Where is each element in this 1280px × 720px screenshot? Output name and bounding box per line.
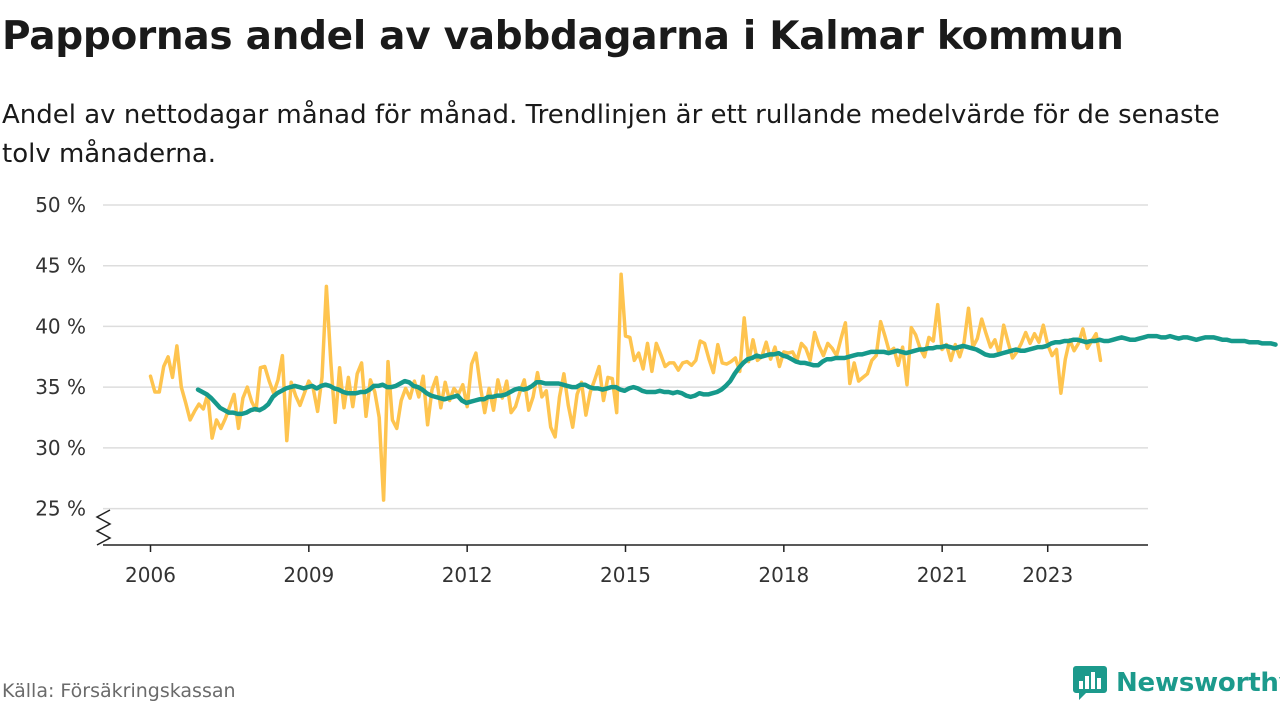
x-tick-label: 2021 [917, 563, 968, 587]
x-tick-label: 2006 [125, 563, 176, 587]
x-tick-label: 2012 [442, 563, 493, 587]
x-tick-label: 2023 [1022, 563, 1073, 587]
newsworthy-logo-icon [1073, 666, 1107, 700]
y-tick-label: 45 % [35, 254, 86, 278]
y-tick-label: 25 % [35, 497, 86, 521]
y-tick-label: 40 % [35, 314, 86, 338]
x-axis-tick-labels: 2006 2009 2012 2015 2018 2021 2023 [125, 563, 1073, 587]
brand-logo: Newsworthy [1072, 664, 1280, 702]
chart-title: Pappornas andel av vabbdagarna i Kalmar … [2, 14, 1124, 59]
y-tick-label: 30 % [35, 436, 86, 460]
y-axis-tick-labels: 25 % 30 % 35 % 40 % 45 % 50 % [35, 193, 86, 521]
series-line-trend [195, 333, 1278, 417]
x-tick-label: 2018 [758, 563, 809, 587]
series-line-monthly [148, 272, 1103, 502]
y-tick-label: 50 % [35, 193, 86, 217]
x-tick-label: 2009 [283, 563, 334, 587]
source-note: Källa: Försäkringskassan [2, 680, 236, 702]
axes [95, 509, 1148, 552]
axis-break-icon [95, 509, 112, 546]
series-lines [148, 272, 1278, 502]
x-tick-label: 2015 [600, 563, 651, 587]
y-tick-label: 35 % [35, 375, 86, 399]
chart-subtitle: Andel av nettodagar månad för månad. Tre… [2, 100, 1220, 169]
brand-name: Newsworthy [1116, 668, 1280, 698]
